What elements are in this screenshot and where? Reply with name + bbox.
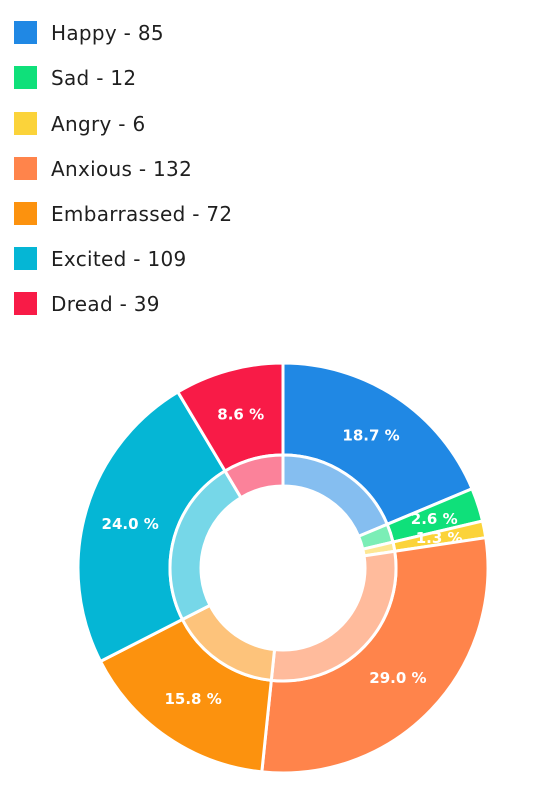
legend-label-anxious: Anxious - 132: [51, 156, 193, 181]
slice-label-anxious: 29.0 %: [369, 669, 426, 687]
donut-outer-ring: [76, 361, 490, 775]
legend-label-happy: Happy - 85: [51, 20, 164, 45]
legend-label-sad: Sad - 12: [51, 65, 137, 90]
slice-label-dread: 8.6 %: [217, 406, 264, 424]
legend-label-excited: Excited - 109: [51, 246, 187, 271]
legend-item-embarrassed[interactable]: Embarrassed - 72: [14, 191, 232, 236]
legend-label-embarrassed: Embarrassed - 72: [51, 201, 233, 226]
legend-swatch-happy: [14, 21, 37, 44]
slice-label-happy: 18.7 %: [342, 427, 399, 445]
legend-item-anxious[interactable]: Anxious - 132: [14, 146, 192, 191]
legend-swatch-angry: [14, 112, 37, 135]
slice-label-excited: 24.0 %: [102, 515, 159, 533]
legend-swatch-excited: [14, 247, 37, 270]
legend-item-sad[interactable]: Sad - 12: [14, 55, 136, 100]
legend-item-happy[interactable]: Happy - 85: [14, 10, 164, 55]
legend-item-angry[interactable]: Angry - 6: [14, 101, 145, 146]
donut-hole: [201, 486, 365, 650]
slice-label-sad: 2.6 %: [411, 510, 458, 528]
legend-swatch-embarrassed: [14, 202, 37, 225]
slice-label-angry: 1.3 %: [416, 529, 463, 547]
donut-percent-labels: 18.7 % 2.6 %1.3 % 29.0 % 15.8 % 24.0 % 8.6 %: [102, 406, 463, 708]
legend-swatch-anxious: [14, 157, 37, 180]
legend-item-dread[interactable]: Dread - 39: [14, 281, 160, 326]
legend-label-dread: Dread - 39: [51, 291, 160, 316]
legend-label-angry: Angry - 6: [51, 111, 146, 136]
donut-chart-container: 18.7 % 2.6 % 1.3 % 29.0 % 15.8 % 24.0 % 8.6 %: [0, 350, 540, 785]
legend-swatch-sad: [14, 66, 37, 89]
donut-chart: 18.7 % 2.6 %1.3 % 29.0 % 15.8 % 24.0 % 8.6 %: [76, 361, 490, 775]
donut-inner-ring: [168, 453, 398, 683]
legend-item-excited[interactable]: Excited - 109: [14, 236, 187, 281]
legend-swatch-dread: [14, 292, 37, 315]
slice-label-embarrassed: 15.8 %: [164, 690, 221, 708]
